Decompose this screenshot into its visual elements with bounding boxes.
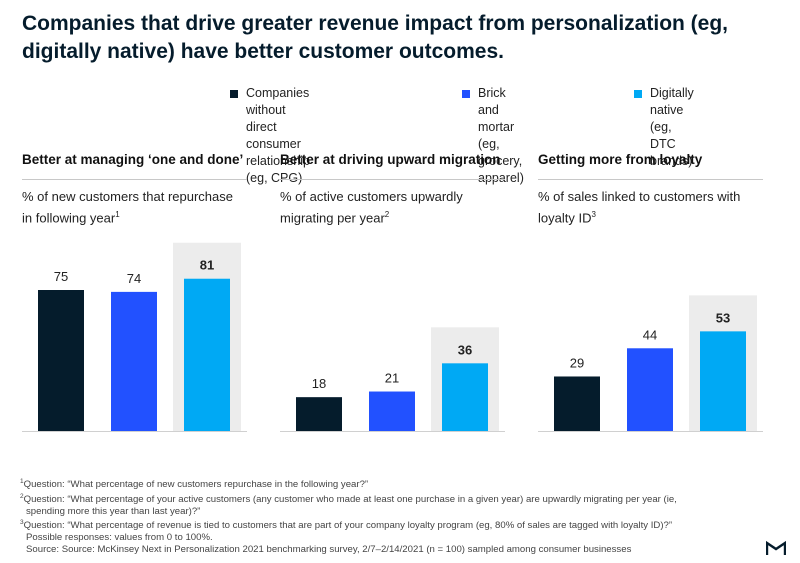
source-note: Source: Source: McKinsey Next in Persona… bbox=[26, 543, 632, 555]
possible-responses-note: Possible responses: values from 0 to 100… bbox=[26, 531, 213, 543]
footnote-mark: 3 bbox=[591, 210, 596, 219]
panel-subtitle: % of active customers upwardly migrating… bbox=[280, 189, 463, 226]
bar-cpg bbox=[554, 376, 600, 431]
data-label-brick-and-mortar: 44 bbox=[643, 327, 657, 342]
legend-label-line2: (eg, DTC brands) bbox=[650, 120, 693, 168]
data-label-digitally-native: 36 bbox=[458, 342, 472, 357]
mckinsey-logo-icon bbox=[766, 540, 786, 555]
bar-brick-and-mortar bbox=[111, 291, 157, 431]
legend-label-line1: Companies without direct bbox=[246, 86, 310, 134]
footnote-1: 1Question: “What percentage of new custo… bbox=[20, 478, 369, 491]
data-label-cpg: 29 bbox=[570, 355, 584, 370]
bar-brick-and-mortar bbox=[369, 391, 415, 431]
bar-chart-upward-migration: 18 21 36 bbox=[280, 327, 505, 432]
data-label-brick-and-mortar: 74 bbox=[127, 271, 141, 286]
panel-subtitle: % of new customers that repurchase in fo… bbox=[22, 189, 233, 226]
legend-label-line1: Digitally native bbox=[650, 86, 694, 117]
footnote-2: 2Question: “What percentage of your acti… bbox=[20, 492, 677, 505]
panel-divider bbox=[22, 179, 247, 180]
panel-heading: Better at managing ‘one and done’ bbox=[22, 152, 244, 167]
data-label-digitally-native: 53 bbox=[716, 310, 730, 325]
panel-heading: Better at driving upward migration bbox=[280, 152, 501, 167]
footnote-mark: 1 bbox=[115, 210, 120, 219]
legend-label-line2: (eg, grocery, apparel) bbox=[478, 137, 524, 185]
panel-heading: Getting more from loyalty bbox=[538, 152, 703, 167]
legend-swatch-digitally-native bbox=[634, 90, 642, 98]
chart-title: Companies that drive greater revenue imp… bbox=[22, 12, 729, 63]
bar-cpg bbox=[296, 397, 342, 431]
data-label-brick-and-mortar: 21 bbox=[385, 371, 399, 386]
bar-brick-and-mortar bbox=[627, 348, 673, 431]
panel-divider bbox=[280, 179, 505, 180]
bar-chart-loyalty: 29 44 53 bbox=[538, 295, 763, 432]
legend-swatch-cpg bbox=[230, 90, 238, 98]
legend: Companies without direct consumer relati… bbox=[230, 85, 790, 185]
panel-one-and-done: Better at managing ‘one and done’ % of n… bbox=[22, 150, 247, 440]
panel-loyalty: Getting more from loyalty % of sales lin… bbox=[538, 150, 763, 440]
legend-label-line2: consumer relationship (eg, CPG) bbox=[246, 137, 310, 185]
footnote-mark: 2 bbox=[384, 210, 390, 219]
bar-digitally-native bbox=[442, 363, 488, 431]
panel-subtitle: % of sales linked to customers with loya… bbox=[538, 189, 741, 226]
data-label-digitally-native: 81 bbox=[200, 258, 214, 273]
footnote-3: 3Question: “What percentage of revenue i… bbox=[20, 519, 673, 532]
bar-cpg bbox=[38, 290, 84, 431]
data-label-cpg: 75 bbox=[54, 269, 68, 284]
panel-upward-migration: Better at driving upward migration % of … bbox=[280, 150, 505, 440]
bar-digitally-native bbox=[700, 331, 746, 431]
bar-digitally-native bbox=[184, 278, 230, 431]
bar-chart-one-and-done: 75 74 81 bbox=[22, 242, 247, 432]
legend-label-line1: Brick and mortar bbox=[478, 86, 515, 134]
panel-divider bbox=[538, 179, 763, 180]
footnote-2-continued: spending more this year than last year)?… bbox=[26, 505, 201, 517]
legend-swatch-brick-and-mortar bbox=[462, 90, 470, 98]
data-label-cpg: 18 bbox=[312, 376, 326, 391]
footnotes: 1Question: “What percentage of new custo… bbox=[20, 476, 790, 555]
